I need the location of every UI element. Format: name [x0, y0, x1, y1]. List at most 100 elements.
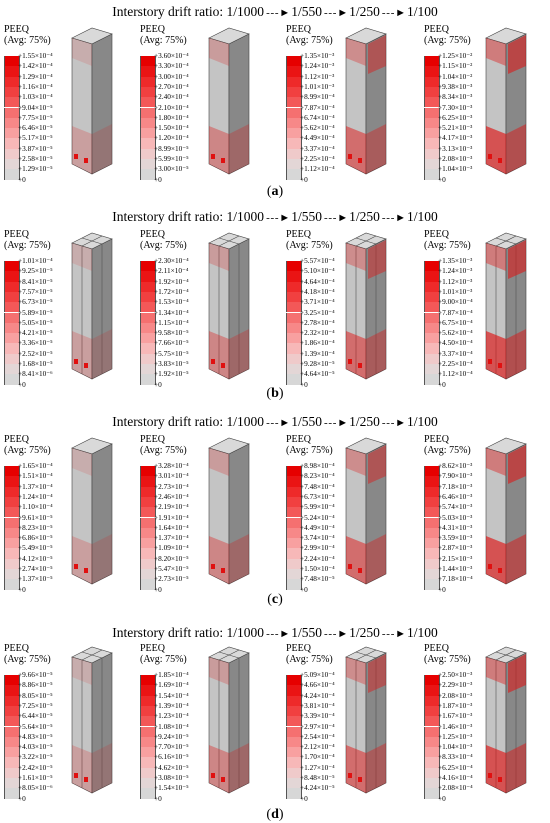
panel-title: PEEQ: [286, 229, 311, 240]
legend-value: +1.46×10⁻³: [438, 721, 473, 731]
legend-swatch: [4, 569, 20, 580]
damage-zone: [72, 243, 92, 271]
damage-zone: [92, 534, 112, 584]
legend-value: +1.24×10⁻³: [438, 266, 473, 276]
legend-swatch: [140, 579, 156, 590]
legend-swatch: [286, 76, 302, 87]
legend-swatch: [424, 757, 440, 768]
legend-swatch: [286, 138, 302, 149]
legend-value: +1.01×10⁻³: [300, 81, 335, 91]
legend-swatch: [286, 291, 302, 303]
legend-value: +1.25×10⁻²: [438, 51, 473, 60]
legend-value: +5.09×10⁻⁴: [300, 670, 335, 679]
damage-zone: [486, 331, 506, 379]
legend-swatch: [286, 685, 302, 696]
legend-value: +1.35×10⁻³: [300, 51, 335, 60]
legend-value: +1.54×10⁻⁴: [154, 690, 189, 700]
legend-swatch: [424, 281, 440, 292]
legend-swatch: [286, 333, 302, 344]
damage-zone: [72, 745, 92, 793]
legend-swatch: [140, 374, 156, 385]
drift-step: 1/550: [291, 414, 322, 429]
drift-ratio-header: Interstory drift ratio: 1/1000- - - ► 1/5…: [0, 625, 550, 641]
damage-hotspot: [74, 359, 78, 364]
legend-swatch: [140, 757, 156, 768]
legend-swatch: [286, 778, 302, 789]
arrow-icon: - - - ►: [266, 628, 290, 640]
legend-value: +2.08×10⁻³: [438, 154, 473, 163]
damage-hotspot: [348, 773, 352, 778]
contour-panel: PEEQ (Avg: 75%) +3.28×10⁻⁴ +3.01×10⁻⁴ +2.73×…: [140, 434, 277, 594]
legend-value: +7.48×10⁻⁴: [300, 481, 335, 491]
legend-swatch: [424, 747, 440, 758]
damage-zone: [508, 35, 526, 74]
column-model: [208, 646, 250, 794]
legend-swatch: [140, 695, 156, 706]
arrow-icon: - - - ►: [381, 417, 406, 429]
legend-value: +3.59×10⁻³: [438, 533, 473, 543]
legend-value: +3.08×10⁻⁵: [154, 773, 189, 782]
legend-value: +8.23×10⁻⁴: [300, 471, 335, 481]
legend-swatch: [424, 302, 440, 313]
legend-swatch: [4, 579, 20, 590]
legend-swatch: [140, 496, 156, 508]
legend-swatch: [140, 281, 156, 292]
legend-value: +1.39×10⁻⁴: [300, 348, 335, 358]
column-side-face: [91, 443, 113, 585]
legend-swatch: [286, 466, 302, 477]
legend-swatch: [4, 507, 20, 518]
column-model: [71, 646, 113, 794]
drift-step: 1/1000: [226, 4, 265, 19]
legend-value: +2.99×10⁻⁴: [300, 543, 335, 553]
damage-zone: [92, 743, 112, 793]
damage-hotspot: [221, 158, 225, 163]
legend-swatch: [424, 138, 440, 149]
row-d: Interstory drift ratio: 1/1000- - - ► 1/5…: [0, 615, 550, 822]
legend-value: +3.74×10⁻⁴: [300, 533, 335, 543]
legend-value: +0: [18, 379, 26, 389]
column-model: [345, 232, 387, 380]
legend-value: +1.37×10⁻⁴: [18, 481, 53, 491]
panel-subtitle: (Avg: 75%): [140, 654, 187, 665]
legend-swatch: [424, 374, 440, 385]
legend-value: +7.18×10⁻³: [438, 481, 473, 491]
legend-value: +0: [438, 174, 446, 184]
legend-swatch: [4, 486, 20, 497]
legend-value: +1.35×10⁻³: [438, 256, 473, 265]
legend-value: +8.33×10⁻⁴: [438, 752, 473, 762]
legend-value: +6.73×10⁻⁵: [18, 297, 53, 307]
legend-value: +3.71×10⁻⁴: [300, 297, 335, 307]
column-side-face: [228, 33, 250, 175]
legend-swatch: [140, 364, 156, 375]
drift-step: 1/250: [349, 414, 380, 429]
legend-swatch: [424, 117, 440, 129]
legend-value: +0: [154, 584, 162, 594]
legend-swatch: [424, 685, 440, 696]
legend-value: +1.61×10⁻⁵: [18, 773, 53, 782]
legend-swatch: [4, 747, 20, 758]
legend-swatch: [140, 302, 156, 313]
legend-swatch: [4, 343, 20, 354]
legend-value: +1.87×10⁻³: [438, 700, 473, 710]
legend-swatch: [424, 466, 440, 477]
damage-zone: [368, 445, 386, 484]
legend-swatch: [4, 148, 20, 159]
arrow-icon: - - - ►: [323, 7, 348, 19]
damage-hotspot: [488, 564, 492, 569]
arrow-icon: - - - ►: [323, 212, 348, 224]
legend-value: +3.28×10⁻⁴: [154, 461, 189, 470]
damage-hotspot: [74, 154, 78, 159]
damage-hotspot: [348, 564, 352, 569]
drift-step: 1/100: [407, 414, 438, 429]
legend-value: +8.86×10⁻⁵: [18, 680, 53, 690]
legend-swatch: [286, 476, 302, 487]
damage-zone: [368, 654, 386, 693]
legend-swatch: [4, 291, 20, 303]
damage-zone: [209, 243, 229, 271]
legend-value: +5.75×10⁻⁵: [154, 348, 189, 358]
legend-value: +1.01×10⁻³: [438, 286, 473, 296]
legend-value: +2.15×10⁻³: [438, 553, 473, 563]
legend-swatch: [424, 86, 440, 98]
damage-zone: [229, 329, 249, 379]
legend-swatch: [140, 788, 156, 799]
